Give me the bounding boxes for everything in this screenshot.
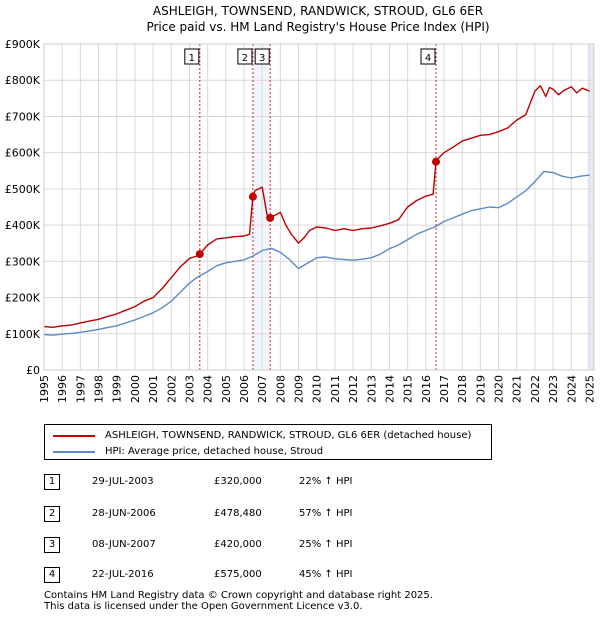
sale-date: 22-JUL-2016 (92, 569, 154, 580)
hpi-line (43, 170, 590, 336)
x-tick-label: 2011 (329, 375, 342, 403)
sale-price: £320,000 (214, 476, 262, 487)
y-axis: £0 £100K £200K £300K £400K £500K £600K £700K £80… (5, 38, 41, 377)
sale-label-box (184, 48, 200, 65)
y-tick-label: £800K (5, 74, 41, 87)
footer-attribution: Contains HM Land Registry data © Crown c… (44, 590, 433, 612)
sale-date: 08-JUN-2007 (92, 539, 156, 550)
x-tick-label: 1995 (38, 375, 51, 403)
highlight-band (252, 44, 594, 370)
x-tick-label: 2025 (583, 375, 596, 403)
legend-swatch-property (53, 435, 95, 437)
sale-price: £478,480 (214, 508, 262, 519)
x-tick-label: 2021 (511, 375, 524, 403)
x-axis: 1995 1996 1997 1998 1999 2000 2001 2002 2003 2004… (38, 375, 596, 403)
x-tick-label: 1999 (111, 375, 124, 403)
chart-subtitle: Price paid vs. HM Land Registry's House … (146, 20, 489, 34)
sale-date: 29-JUL-2003 (92, 476, 154, 487)
x-tick-label: 2019 (474, 375, 487, 403)
y-tick-label: £600K (5, 147, 41, 160)
y-tick-label: £400K (5, 219, 41, 232)
sale-price: £575,000 (214, 569, 262, 580)
sale-label-4: 4 (420, 48, 436, 65)
series-lines (43, 84, 590, 336)
x-tick-label: 2004 (202, 375, 215, 403)
y-tick-label: £900K (5, 38, 41, 51)
x-tick-label: 2009 (293, 375, 306, 403)
grid (43, 43, 594, 371)
legend-label-property: ASHLEIGH, TOWNSEND, RANDWICK, STROUD, GL… (105, 430, 472, 441)
y-tick-label: £200K (5, 292, 41, 305)
sale-marker-lines (199, 44, 437, 370)
x-tick-label: 2023 (547, 375, 560, 403)
x-tick-label: 2006 (238, 375, 251, 403)
sale-point-4 (432, 157, 440, 166)
sale-label-2: 2 (237, 48, 253, 65)
legend-label-hpi: HPI: Average price, detached house, Stro… (105, 446, 324, 457)
x-tick-label: 1998 (93, 375, 106, 403)
sale-label-1: 1 (184, 48, 200, 65)
x-tick-label: 2003 (183, 375, 196, 403)
x-tick-label: 2005 (220, 375, 233, 403)
price-chart: ASHLEIGH, TOWNSEND, RANDWICK, STROUD, GL… (5, 4, 597, 403)
sale-label-text: 1 (189, 53, 195, 64)
sale-number-box: 2 (44, 506, 60, 522)
sale-label-box (237, 48, 253, 65)
y-tick-label: £500K (5, 183, 41, 196)
sale-hpi-change: 25% ↑ HPI (299, 539, 353, 550)
sale-number-box: 1 (44, 474, 60, 490)
y-tick-label: £100K (5, 328, 41, 341)
sale-label-text: 4 (425, 53, 431, 64)
sale-number-box: 4 (44, 567, 60, 583)
x-tick-label: 2008 (274, 375, 287, 403)
y-tick-label: £0 (26, 364, 40, 377)
sale-label-3: 3 (254, 48, 270, 65)
legend-swatch-hpi (53, 451, 95, 453)
y-tick-label: £700K (5, 110, 41, 123)
x-tick-label: 1997 (74, 375, 87, 403)
x-tick-label: 2016 (420, 375, 433, 403)
x-tick-label: 2017 (438, 375, 451, 403)
band-2-3 (252, 44, 271, 370)
x-tick-label: 2013 (365, 375, 378, 403)
sale-hpi-change: 57% ↑ HPI (299, 508, 353, 519)
sale-hpi-change: 22% ↑ HPI (299, 476, 353, 487)
x-tick-label: 2002 (165, 375, 178, 403)
x-tick-label: 1996 (56, 375, 69, 403)
band-future (587, 44, 594, 370)
sale-point-2 (248, 192, 257, 201)
sale-number-box: 3 (44, 537, 60, 553)
sale-point-1 (195, 250, 204, 259)
x-tick-label: 2001 (147, 375, 160, 403)
sale-point-3 (266, 213, 275, 222)
x-tick-label: 2010 (311, 375, 324, 403)
y-tick-label: £300K (5, 255, 41, 268)
x-tick-label: 2018 (456, 375, 469, 403)
sale-label-text: 2 (242, 53, 248, 64)
x-tick-label: 2007 (256, 375, 269, 403)
x-tick-label: 2024 (565, 375, 578, 403)
sale-hpi-change: 45% ↑ HPI (299, 569, 353, 580)
sale-label-box (254, 48, 270, 65)
footer-line-2: This data is licensed under the Open Gov… (44, 601, 363, 612)
x-tick-label: 2014 (383, 375, 396, 403)
sale-date: 28-JUN-2006 (92, 508, 156, 519)
x-tick-label: 2020 (493, 375, 506, 403)
sale-points (195, 157, 440, 259)
x-tick-label: 2015 (402, 375, 415, 403)
sale-label-text: 3 (259, 53, 265, 64)
sale-price: £420,000 (214, 539, 262, 550)
x-tick-label: 2022 (529, 375, 542, 403)
x-tick-label: 2012 (347, 375, 360, 403)
x-tick-label: 2000 (129, 375, 142, 403)
footer-line-1: Contains HM Land Registry data © Crown c… (44, 590, 433, 601)
sale-label-box (420, 48, 436, 65)
property-price-line (43, 84, 590, 328)
legend: ASHLEIGH, TOWNSEND, RANDWICK, STROUD, GL… (44, 424, 492, 460)
chart-title: ASHLEIGH, TOWNSEND, RANDWICK, STROUD, GL… (153, 4, 483, 18)
plot-frame (43, 43, 595, 371)
